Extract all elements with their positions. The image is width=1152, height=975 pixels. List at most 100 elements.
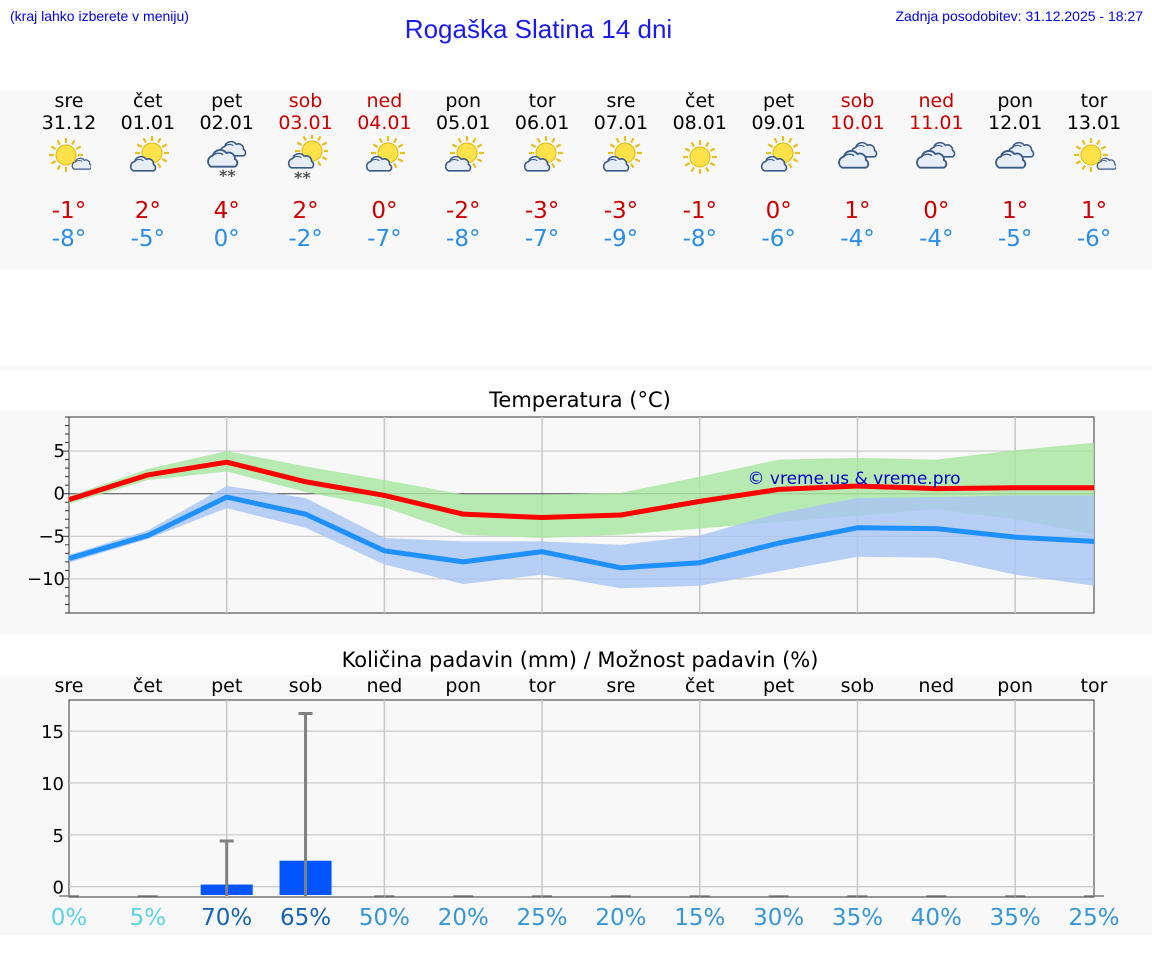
min-temp: -6° (1076, 226, 1112, 252)
min-temp: -5° (130, 226, 166, 252)
max-temp: 1° (1002, 198, 1029, 224)
min-temp: -4° (840, 226, 875, 252)
min-temperature-line (68, 494, 1095, 571)
cloudy-snow-icon: ** (206, 140, 246, 185)
day-name: tor (1080, 90, 1108, 112)
day-column: tor 13.01 1° -6° (1054, 90, 1134, 270)
cloudy-icon (916, 141, 956, 169)
min-temp: 0° (213, 226, 240, 252)
plot-area (68, 699, 1095, 898)
y-tick-label: 15 (41, 722, 64, 743)
precipitation-probability: 0% (50, 905, 88, 931)
x-category-label: sre (55, 675, 84, 697)
day-date: 04.01 (357, 112, 412, 134)
max-temp: 1° (1080, 198, 1108, 224)
day-column: sob 03.01 ** 2° -2° (266, 90, 346, 270)
min-temp: -6° (761, 226, 796, 252)
sun-small-cloud-icon (49, 138, 91, 172)
min-temp: -8° (446, 226, 481, 252)
watermark: © vreme.us & vreme.pro (747, 469, 960, 489)
sun-cloud-snow-icon: ** (287, 135, 328, 185)
max-temp: 0° (371, 198, 398, 224)
min-temp: -8° (51, 226, 87, 252)
precipitation-probability: 35% (831, 905, 884, 931)
precipitation-probability: 20% (595, 905, 647, 931)
x-category-label: čet (685, 675, 715, 697)
page-title: Rogaška Slatina 14 dni (404, 14, 673, 44)
cloudy-icon (995, 141, 1035, 169)
y-tick-label: 5 (53, 826, 64, 847)
day-name: pet (211, 90, 243, 112)
day-date: 07.01 (593, 112, 649, 134)
x-category-label: sob (841, 675, 875, 697)
max-temp: 0° (765, 198, 792, 224)
y-tick-label: 10 (41, 774, 64, 795)
x-category-label: ned (366, 675, 402, 697)
sun-cloud-icon (445, 136, 485, 172)
day-column: pon 05.01 -2° -8° (423, 90, 503, 270)
day-name: ned (366, 90, 403, 112)
day-name: sob (288, 90, 323, 112)
day-column: čet 08.01 -1° -8° (660, 90, 740, 270)
max-temperature-line (68, 459, 1094, 521)
y-tick-label: −10 (27, 569, 65, 590)
max-temp: 0° (923, 198, 950, 224)
y-tick-label: 0 (54, 484, 65, 505)
day-date: 12.01 (987, 112, 1043, 134)
x-category-label: pet (763, 675, 794, 697)
temperature-chart-title: Temperatura (°C) (489, 388, 671, 412)
min-temp: -4° (919, 226, 954, 252)
x-category-label: sob (289, 675, 323, 697)
precipitation-chart: sre čet pet sob ned pon tor sre čet pet sob ned pon t… (41, 675, 1108, 899)
x-category-label: pon (445, 675, 481, 697)
day-date: 13.01 (1066, 112, 1122, 134)
day-column: tor 06.01 -3° -7° (502, 90, 582, 270)
day-column: sre 31.12 -1° -8° (29, 90, 109, 270)
max-temp: -1° (682, 198, 718, 224)
precipitation-probability: 50% (358, 905, 410, 931)
day-date: 03.01 (278, 112, 333, 134)
y-tick-label: 5 (54, 441, 65, 462)
forecast-strip: sre 31.12 -1° -8° čet 01.01 2° -5° pet 02.01 ** 4° 0… (0, 90, 1152, 270)
precipitation-probability: 20% (437, 905, 489, 931)
max-temp: -3° (603, 198, 639, 224)
min-range-band (69, 486, 1094, 589)
x-category-label: pon (997, 675, 1033, 697)
day-date: 02.01 (199, 112, 254, 134)
temperature-chart: 5 0 −5 −10 © vreme.us & vreme.pro (27, 416, 1095, 614)
sun-cloud-icon (602, 136, 642, 172)
precipitation-probability: 35% (989, 905, 1041, 931)
x-category-label: ned (918, 675, 954, 697)
day-name: sre (606, 90, 636, 112)
day-column: pet 02.01 ** 4° 0° (187, 90, 267, 270)
x-category-label: pet (211, 675, 242, 697)
max-temp: 1° (844, 198, 871, 224)
max-temp: -3° (524, 198, 560, 224)
precipitation-probability: 5% (129, 905, 167, 931)
x-category-label: sre (606, 675, 635, 697)
sun-cloud-icon (129, 136, 169, 172)
day-date: 05.01 (436, 112, 491, 134)
precipitation-probability: 25% (1068, 905, 1120, 931)
day-column: ned 04.01 0° -7° (344, 90, 424, 270)
precipitation-probability: 15% (674, 905, 726, 931)
svg-text:**: ** (294, 168, 311, 185)
day-date: 06.01 (514, 112, 570, 134)
day-name: tor (528, 90, 556, 112)
y-tick-label: 0 (53, 878, 64, 899)
day-date: 08.01 (672, 112, 727, 134)
min-temp: -7° (524, 226, 560, 252)
max-temp: 2° (134, 198, 161, 224)
cloudy-icon (837, 141, 877, 169)
divider (0, 365, 1152, 371)
min-temp: -7° (367, 226, 402, 252)
max-temp: -2° (446, 198, 481, 224)
day-date: 10.01 (830, 112, 885, 134)
sun-cloud-icon (760, 136, 800, 172)
precipitation-probability: 30% (753, 905, 805, 931)
sun-cloud-icon (524, 136, 564, 172)
day-column: ned 11.01 0° -4° (896, 90, 976, 270)
sun-cloud-icon (366, 136, 406, 172)
menu-hint: (kraj lahko izberete v meniju) (10, 8, 189, 24)
day-column: sre 07.01 -3° -9° (581, 90, 661, 270)
